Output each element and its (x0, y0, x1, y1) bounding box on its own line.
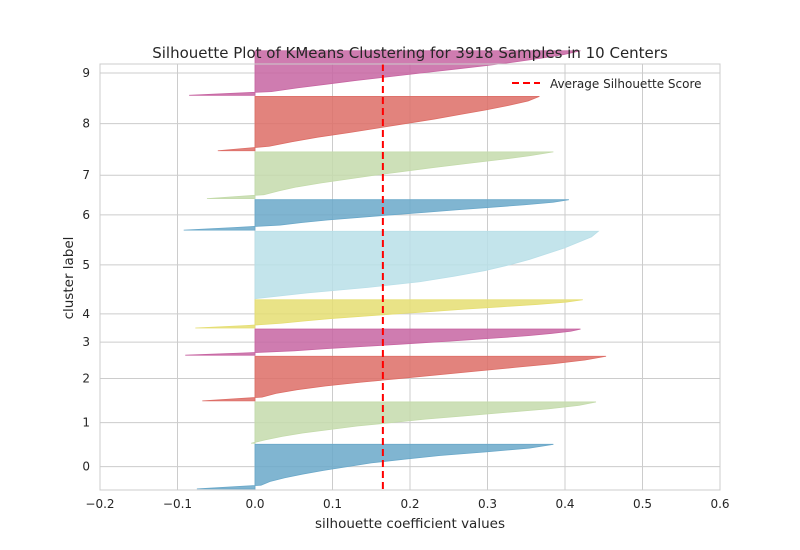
x-tick-label: −0.2 (85, 497, 114, 511)
y-tick-label: 0 (82, 460, 90, 474)
x-tick-label: 0.4 (555, 497, 574, 511)
cluster-7-silhouette (206, 151, 554, 200)
x-tick-label: −0.1 (163, 497, 192, 511)
y-tick-label: 7 (82, 168, 90, 182)
legend: Average Silhouette Score (512, 77, 702, 91)
cluster-8-silhouette (217, 96, 540, 152)
cluster-silhouettes (183, 50, 607, 490)
y-tick-label: 8 (82, 117, 90, 131)
y-tick-label: 4 (82, 307, 90, 321)
cluster-1-silhouette (251, 401, 597, 444)
cluster-2-silhouette (202, 355, 607, 402)
x-tick-label: 0.0 (245, 497, 264, 511)
cluster-5-silhouette (254, 230, 600, 300)
chart-title: Silhouette Plot of KMeans Clustering for… (152, 44, 668, 62)
y-axis-label: cluster label (61, 237, 77, 320)
y-tick-label: 6 (82, 208, 90, 222)
cluster-4-silhouette (195, 299, 583, 329)
x-tick-label: 0.2 (400, 497, 419, 511)
cluster-0-silhouette (196, 443, 554, 490)
x-tick-label: 0.6 (710, 497, 729, 511)
cluster-9-silhouette (189, 50, 581, 96)
y-tick-label: 1 (82, 416, 90, 430)
y-tick-label: 9 (82, 66, 90, 80)
legend-label: Average Silhouette Score (550, 77, 702, 91)
x-tick-label: 0.3 (478, 497, 497, 511)
y-tick-label: 3 (82, 335, 90, 349)
y-tick-labels: 0 1 2 3 4 5 6 7 8 9 (82, 66, 90, 474)
axes-frame (99, 63, 721, 491)
y-tick-label: 5 (82, 258, 90, 272)
x-tick-labels: −0.2 −0.1 0.0 0.1 0.2 0.3 0.4 0.5 0.6 (85, 497, 729, 511)
y-tick-label: 2 (82, 372, 90, 386)
cluster-6-silhouette (183, 199, 569, 231)
x-tick-label: 0.1 (323, 497, 342, 511)
x-tick-label: 0.5 (633, 497, 652, 511)
x-axis-label: silhouette coefficient values (315, 516, 505, 532)
